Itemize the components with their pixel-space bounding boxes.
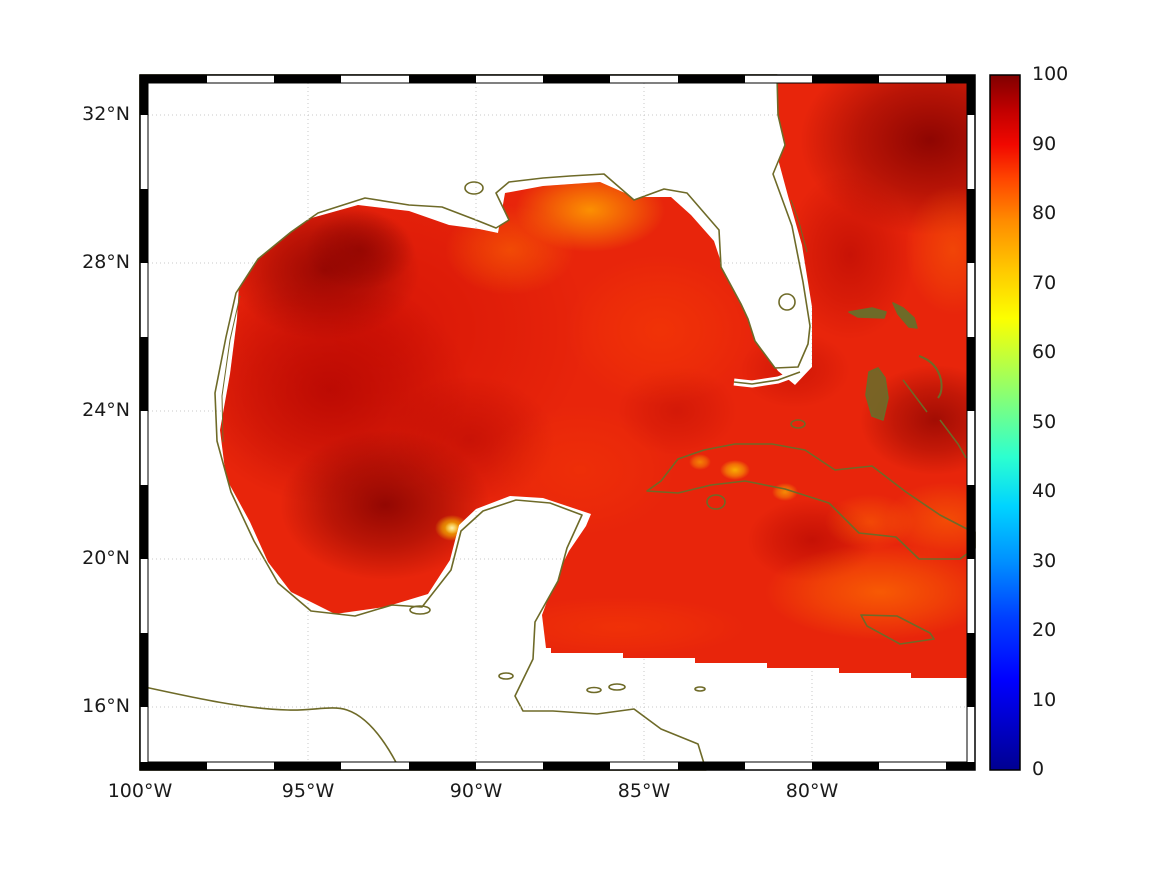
texas-barrier-islands [221,295,241,443]
islands-coastal-detail [139,181,976,771]
cb-tick-10: 10 [1032,689,1057,711]
lat-tick-16n: 16°N [82,695,130,717]
map-frame [139,74,976,771]
cb-tick-70: 70 [1032,272,1057,294]
lon-tick-95w: 95°W [281,780,335,802]
cb-tick-60: 60 [1032,341,1057,363]
lat-tick-32n: 32°N [82,103,130,125]
jamaica-outline [860,614,935,645]
lake-pontchartrain [464,181,484,195]
cb-tick-40: 40 [1032,480,1057,502]
andros [865,367,889,421]
lon-tick-85w: 85°W [617,780,671,802]
lake-okeechobee [778,293,796,311]
bay-island-2 [608,683,626,691]
isla-juventud-outline [706,494,726,510]
bay-island-3 [694,686,706,692]
long-island-bahamas [939,419,967,459]
abaco [892,302,918,329]
lake-izabal [498,672,514,680]
cb-tick-20: 20 [1032,619,1057,641]
lon-tick-90w: 90°W [449,780,503,802]
pacific-coastline [139,685,401,771]
cb-tick-100: 100 [1032,63,1069,85]
cay-sal-bank [790,419,806,429]
lat-tick-20n: 20°N [82,547,130,569]
lat-tick-24n: 24°N [82,399,130,421]
laguna-de-terminos [409,605,431,615]
florida-east-lagoon [790,199,808,253]
cb-tick-50: 50 [1032,411,1057,433]
exuma-chain [902,379,928,413]
lon-tick-80w: 80°W [785,780,839,802]
bay-island-1 [586,686,602,694]
cb-tick-0: 0 [1032,758,1045,780]
cb-tick-80: 80 [1032,202,1057,224]
cb-tick-90: 90 [1032,133,1057,155]
lat-tick-28n: 28°N [82,251,130,273]
colorbar-gradient [989,74,1021,771]
lon-tick-100w: 100°W [107,780,173,802]
colorbar [989,74,1021,771]
cb-tick-30: 30 [1032,550,1057,572]
grand-bahama [848,307,887,319]
eleuthera-arc [918,355,943,399]
